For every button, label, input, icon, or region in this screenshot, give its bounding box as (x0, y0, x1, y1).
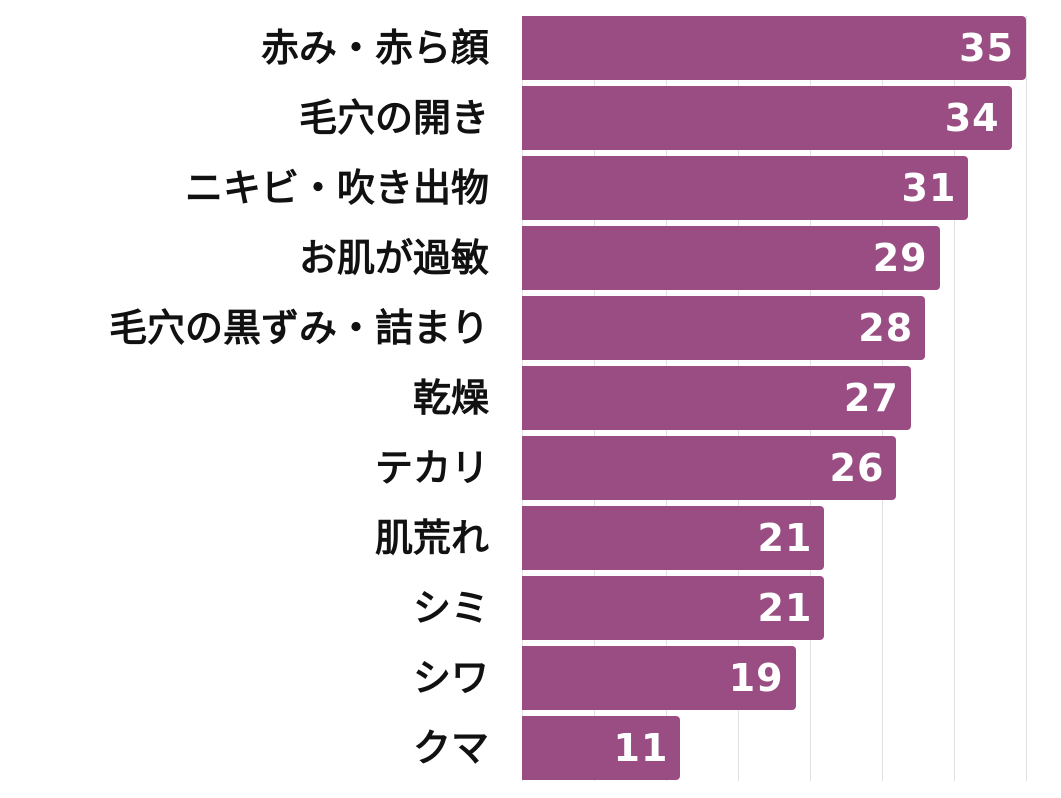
category-label: ニキビ・吹き出物 (184, 166, 489, 210)
category-label: シミ (412, 586, 489, 630)
bar: 29 (522, 226, 940, 290)
gridline (1026, 16, 1027, 781)
value-label: 31 (901, 166, 957, 210)
bar: 19 (522, 646, 796, 710)
bar-row: 肌荒れ 21 (0, 506, 1061, 570)
bar: 27 (522, 366, 911, 430)
value-label: 34 (944, 96, 1000, 140)
bar-row: 赤み・赤ら顔 35 (0, 16, 1061, 80)
value-label: 11 (613, 726, 669, 770)
bar-row: シミ 21 (0, 576, 1061, 640)
bar: 11 (522, 716, 681, 780)
bar-row: 乾燥 27 (0, 366, 1061, 430)
category-label: 乾燥 (412, 376, 489, 420)
value-label: 27 (843, 376, 899, 420)
bar: 21 (522, 576, 825, 640)
bar-row: シワ 19 (0, 646, 1061, 710)
bar: 21 (522, 506, 825, 570)
category-label: 肌荒れ (374, 516, 489, 560)
bar-row: クマ 11 (0, 716, 1061, 780)
value-label: 19 (728, 656, 784, 700)
bar: 35 (522, 16, 1026, 80)
bar: 34 (522, 86, 1012, 150)
gridline (954, 16, 955, 781)
value-label: 28 (858, 306, 914, 350)
value-label: 21 (757, 586, 813, 630)
category-label: 毛穴の開き (298, 96, 489, 140)
value-label: 29 (872, 236, 928, 280)
category-label: テカリ (374, 446, 489, 490)
bar-row: テカリ 26 (0, 436, 1061, 500)
category-label: クマ (412, 726, 489, 770)
bar-row: ニキビ・吹き出物 31 (0, 156, 1061, 220)
bar: 31 (522, 156, 969, 220)
value-label: 35 (959, 26, 1014, 70)
category-label: 毛穴の黒ずみ・詰まり (108, 306, 489, 350)
bar: 26 (522, 436, 897, 500)
category-label: お肌が過敏 (298, 236, 489, 280)
value-label: 21 (757, 516, 813, 560)
bar-row: お肌が過敏 29 (0, 226, 1061, 290)
category-label: シワ (412, 656, 489, 700)
value-label: 26 (829, 446, 885, 490)
bar-row: 毛穴の開き 34 (0, 86, 1061, 150)
bar-row: 毛穴の黒ずみ・詰まり 28 (0, 296, 1061, 360)
category-label: 赤み・赤ら顔 (260, 26, 489, 70)
bar: 28 (522, 296, 926, 360)
